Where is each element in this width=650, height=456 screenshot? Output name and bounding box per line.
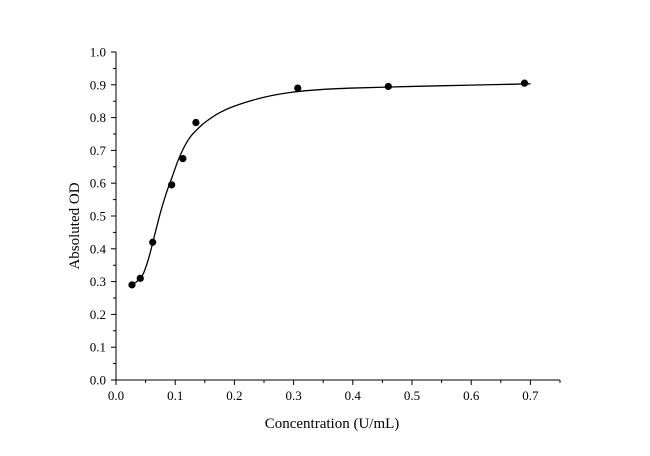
x-tick-label: 0.5 — [404, 388, 420, 403]
y-tick-label: 0.9 — [90, 77, 106, 92]
data-point — [192, 118, 200, 127]
data-point — [384, 82, 392, 91]
data-points-layer — [128, 79, 529, 289]
x-tick-label: 0.6 — [463, 388, 480, 403]
data-point — [520, 79, 529, 87]
data-point — [128, 281, 136, 289]
data-point — [294, 84, 302, 92]
data-point — [136, 274, 144, 282]
x-tick-label: 0.4 — [345, 388, 362, 403]
y-tick-label: 0.8 — [90, 110, 106, 125]
x-tick-label: 0.2 — [226, 388, 242, 403]
y-axis-label: Absoluted OD — [67, 182, 83, 269]
data-point — [179, 155, 187, 163]
ticks: 0.0 0.1 0.2 0.3 0.4 0.5 0.6 0.7 0.0 0.1 0.2 0.3 0.4 0… — [90, 45, 561, 403]
x-axis-label: Concentration (U/mL) — [265, 416, 400, 432]
data-point — [168, 181, 176, 189]
y-tick-label: 0.7 — [90, 143, 107, 158]
y-tick-label: 0.4 — [90, 241, 107, 256]
y-tick-label: 0.5 — [90, 209, 106, 224]
y-tick-label: 0.1 — [90, 340, 106, 355]
fit-curve-layer — [130, 83, 531, 286]
x-tick-label: 0.0 — [108, 388, 124, 403]
y-tick-label: 0.6 — [90, 176, 107, 191]
y-tick-label: 0.3 — [90, 274, 106, 289]
fit-curve — [130, 83, 531, 286]
x-tick-label: 0.7 — [522, 388, 539, 403]
y-tick-label: 0.0 — [90, 373, 106, 388]
data-point — [149, 238, 157, 246]
y-tick-label: 1.0 — [90, 45, 106, 60]
axes — [115, 52, 560, 381]
y-tick-label: 0.2 — [90, 307, 106, 322]
x-tick-label: 0.1 — [167, 388, 183, 403]
x-tick-label: 0.3 — [285, 388, 301, 403]
